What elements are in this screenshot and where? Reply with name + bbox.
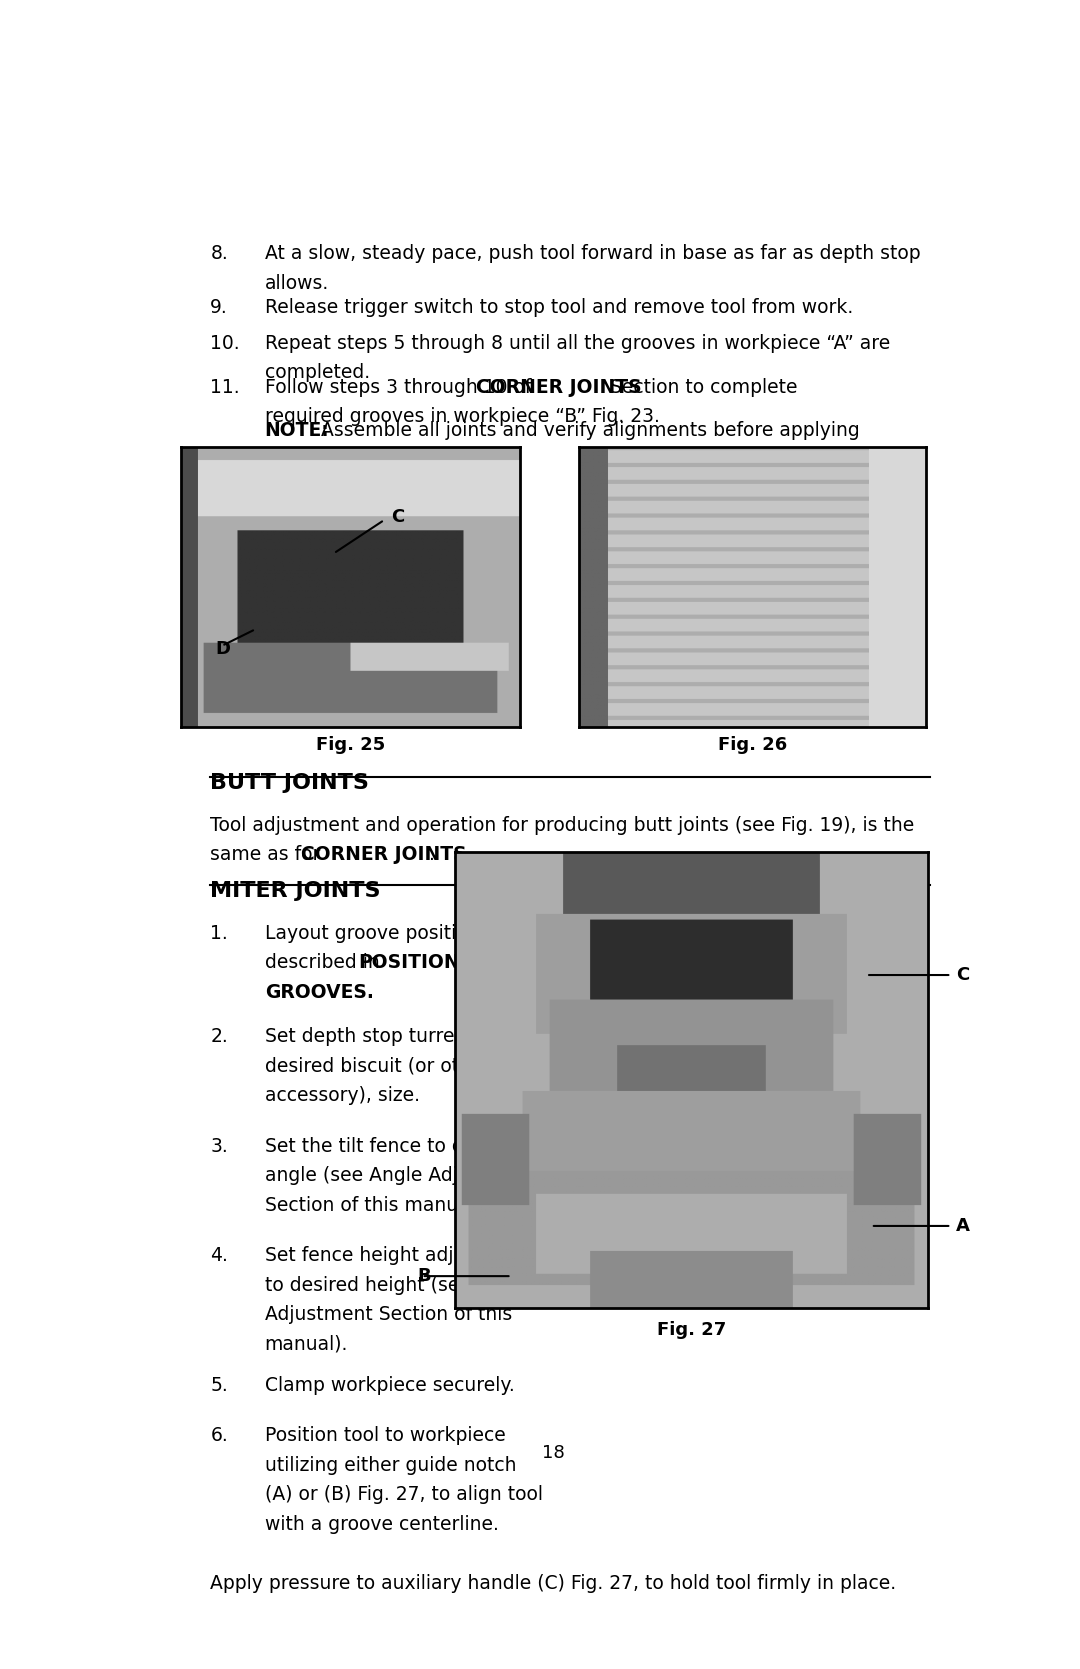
Text: required grooves in workpiece “B” Fig. 23.: required grooves in workpiece “B” Fig. 2… bbox=[265, 407, 660, 426]
Text: Section to complete: Section to complete bbox=[604, 377, 798, 397]
Text: Layout groove positions as: Layout groove positions as bbox=[265, 925, 516, 943]
Text: POSITIONING: POSITIONING bbox=[359, 953, 498, 973]
Text: BUTT JOINTS: BUTT JOINTS bbox=[211, 773, 369, 793]
Text: described in: described in bbox=[265, 953, 386, 973]
Text: completed.: completed. bbox=[265, 364, 369, 382]
Text: Release trigger switch to stop tool and remove tool from work.: Release trigger switch to stop tool and … bbox=[265, 299, 853, 317]
Text: allows.: allows. bbox=[265, 274, 329, 292]
Text: Fig. 26: Fig. 26 bbox=[718, 736, 787, 754]
Text: accessory), size.: accessory), size. bbox=[265, 1087, 420, 1105]
Text: Set depth stop turret to: Set depth stop turret to bbox=[265, 1026, 486, 1046]
Text: CORNER JOINTS: CORNER JOINTS bbox=[300, 846, 467, 865]
Text: 9.: 9. bbox=[211, 299, 228, 317]
Text: At a slow, steady pace, push tool forward in base as far as depth stop: At a slow, steady pace, push tool forwar… bbox=[265, 244, 920, 264]
Text: Follow steps 3 through 10 of: Follow steps 3 through 10 of bbox=[265, 377, 537, 397]
Text: 2.: 2. bbox=[211, 1026, 228, 1046]
Text: GROOVES.: GROOVES. bbox=[265, 983, 374, 1001]
Text: 4.: 4. bbox=[211, 1247, 228, 1265]
Text: 5.: 5. bbox=[211, 1375, 228, 1395]
Text: angle (see Angle Adjustment: angle (see Angle Adjustment bbox=[265, 1167, 536, 1185]
Text: Adjustment Section of this: Adjustment Section of this bbox=[265, 1305, 512, 1324]
Text: 1.: 1. bbox=[211, 925, 228, 943]
Text: .: . bbox=[429, 846, 435, 865]
Text: 3.: 3. bbox=[211, 1137, 228, 1155]
Text: MITER JOINTS: MITER JOINTS bbox=[211, 881, 381, 901]
Text: NOTE:: NOTE: bbox=[265, 421, 329, 441]
Text: 11.: 11. bbox=[211, 377, 240, 397]
Text: 18: 18 bbox=[542, 1444, 565, 1462]
Text: Set fence height adjustment: Set fence height adjustment bbox=[265, 1247, 531, 1265]
Text: same as for: same as for bbox=[211, 846, 327, 865]
Text: Assemble all joints and verify alignments before applying: Assemble all joints and verify alignment… bbox=[315, 421, 860, 441]
Text: Fig. 25: Fig. 25 bbox=[316, 736, 386, 754]
Text: with a groove centerline.: with a groove centerline. bbox=[265, 1515, 499, 1534]
Text: Tool adjustment and operation for producing butt joints (see Fig. 19), is the: Tool adjustment and operation for produc… bbox=[211, 816, 915, 834]
Text: glue (see Fig. 26).: glue (see Fig. 26). bbox=[265, 451, 433, 471]
Text: Repeat steps 5 through 8 until all the grooves in workpiece “A” are: Repeat steps 5 through 8 until all the g… bbox=[265, 334, 890, 352]
Text: Clamp workpiece securely.: Clamp workpiece securely. bbox=[265, 1375, 514, 1395]
Text: Fig. 27: Fig. 27 bbox=[657, 1320, 726, 1339]
Text: Position tool to workpiece: Position tool to workpiece bbox=[265, 1427, 505, 1445]
Text: manual).: manual). bbox=[265, 1335, 348, 1354]
Text: to desired height (see Height: to desired height (see Height bbox=[265, 1275, 539, 1295]
Text: (A) or (B) Fig. 27, to align tool: (A) or (B) Fig. 27, to align tool bbox=[265, 1485, 543, 1504]
Text: 10.: 10. bbox=[211, 334, 240, 352]
Text: desired biscuit (or other: desired biscuit (or other bbox=[265, 1056, 490, 1077]
Text: Section of this manual).: Section of this manual). bbox=[265, 1195, 487, 1215]
Text: CORNER JOINTS: CORNER JOINTS bbox=[476, 377, 642, 397]
Text: 8.: 8. bbox=[211, 244, 228, 264]
Text: Set the tilt fence to desired: Set the tilt fence to desired bbox=[265, 1137, 521, 1155]
Text: 6.: 6. bbox=[211, 1427, 228, 1445]
Text: Apply pressure to auxiliary handle (C) Fig. 27, to hold tool firmly in place.: Apply pressure to auxiliary handle (C) F… bbox=[211, 1574, 896, 1594]
Text: utilizing either guide notch: utilizing either guide notch bbox=[265, 1455, 516, 1475]
